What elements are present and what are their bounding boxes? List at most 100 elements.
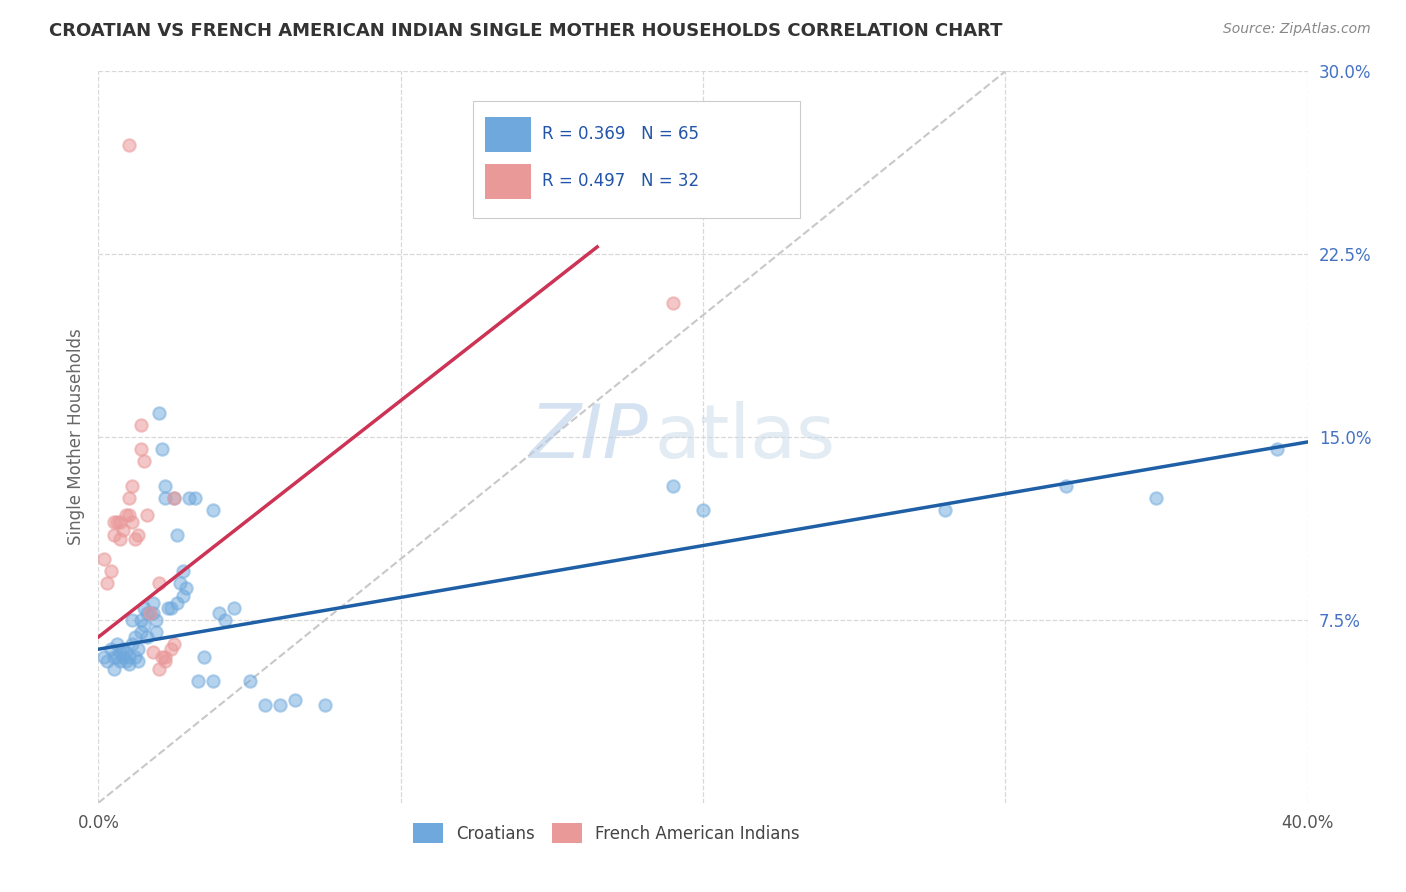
- Point: [172, 589, 194, 603]
- Point: [121, 516, 143, 530]
- Point: [150, 649, 173, 664]
- Point: [166, 527, 188, 541]
- Point: [153, 654, 176, 668]
- Point: [1144, 491, 1167, 505]
- Point: [314, 698, 336, 713]
- Point: [148, 662, 170, 676]
- Point: [103, 516, 125, 530]
- Y-axis label: Single Mother Households: Single Mother Households: [66, 329, 84, 545]
- Point: [661, 479, 683, 493]
- Point: [118, 657, 141, 671]
- Bar: [485, 164, 531, 200]
- Point: [132, 600, 155, 615]
- Point: [108, 516, 131, 530]
- Point: [284, 693, 307, 707]
- Text: R = 0.497   N = 32: R = 0.497 N = 32: [543, 172, 699, 190]
- Point: [148, 576, 170, 591]
- Point: [193, 649, 215, 664]
- Text: Source: ZipAtlas.com: Source: ZipAtlas.com: [1223, 22, 1371, 37]
- Point: [93, 649, 115, 664]
- FancyBboxPatch shape: [474, 101, 800, 218]
- Text: atlas: atlas: [655, 401, 835, 474]
- Point: [132, 617, 155, 632]
- Point: [142, 596, 165, 610]
- Point: [118, 491, 141, 505]
- Point: [163, 491, 186, 505]
- Bar: [485, 117, 531, 152]
- Point: [166, 596, 188, 610]
- Point: [139, 606, 162, 620]
- Text: CROATIAN VS FRENCH AMERICAN INDIAN SINGLE MOTHER HOUSEHOLDS CORRELATION CHART: CROATIAN VS FRENCH AMERICAN INDIAN SINGL…: [49, 22, 1002, 40]
- Point: [163, 637, 186, 651]
- Point: [124, 533, 146, 547]
- Point: [156, 600, 179, 615]
- Point: [208, 606, 231, 620]
- Point: [121, 479, 143, 493]
- Point: [145, 625, 167, 640]
- Point: [153, 491, 176, 505]
- Point: [253, 698, 276, 713]
- Point: [100, 642, 122, 657]
- Point: [118, 649, 141, 664]
- Point: [135, 606, 157, 620]
- Point: [129, 625, 152, 640]
- Point: [100, 564, 122, 578]
- Point: [269, 698, 291, 713]
- Point: [124, 630, 146, 644]
- Point: [96, 576, 118, 591]
- Point: [121, 637, 143, 651]
- Point: [118, 137, 141, 152]
- Point: [202, 673, 225, 688]
- Point: [153, 479, 176, 493]
- Point: [214, 613, 236, 627]
- Point: [153, 649, 176, 664]
- Point: [661, 296, 683, 310]
- Point: [121, 613, 143, 627]
- Point: [224, 600, 246, 615]
- Point: [145, 613, 167, 627]
- Point: [111, 642, 134, 657]
- Point: [139, 606, 162, 620]
- Point: [108, 533, 131, 547]
- Point: [692, 503, 714, 517]
- Point: [132, 454, 155, 468]
- Legend: Croatians, French American Indians: Croatians, French American Indians: [406, 817, 806, 849]
- Point: [114, 654, 136, 668]
- Point: [105, 516, 128, 530]
- Point: [127, 527, 149, 541]
- Point: [93, 552, 115, 566]
- Point: [160, 642, 183, 657]
- Point: [105, 649, 128, 664]
- Point: [118, 508, 141, 522]
- Point: [172, 564, 194, 578]
- Point: [150, 442, 173, 457]
- Point: [103, 527, 125, 541]
- Point: [129, 417, 152, 432]
- Point: [160, 600, 183, 615]
- Point: [202, 503, 225, 517]
- Point: [239, 673, 262, 688]
- Point: [129, 442, 152, 457]
- Point: [142, 606, 165, 620]
- Point: [96, 654, 118, 668]
- Point: [135, 630, 157, 644]
- Point: [108, 645, 131, 659]
- Point: [148, 406, 170, 420]
- Point: [108, 654, 131, 668]
- Point: [129, 613, 152, 627]
- Point: [184, 491, 207, 505]
- Point: [103, 662, 125, 676]
- Point: [127, 654, 149, 668]
- Point: [105, 637, 128, 651]
- Text: R = 0.369   N = 65: R = 0.369 N = 65: [543, 125, 699, 143]
- Point: [114, 508, 136, 522]
- Point: [111, 523, 134, 537]
- Point: [169, 576, 191, 591]
- Point: [187, 673, 209, 688]
- Point: [111, 649, 134, 664]
- Point: [127, 642, 149, 657]
- Point: [1054, 479, 1077, 493]
- Point: [174, 581, 197, 595]
- Point: [135, 508, 157, 522]
- Point: [142, 645, 165, 659]
